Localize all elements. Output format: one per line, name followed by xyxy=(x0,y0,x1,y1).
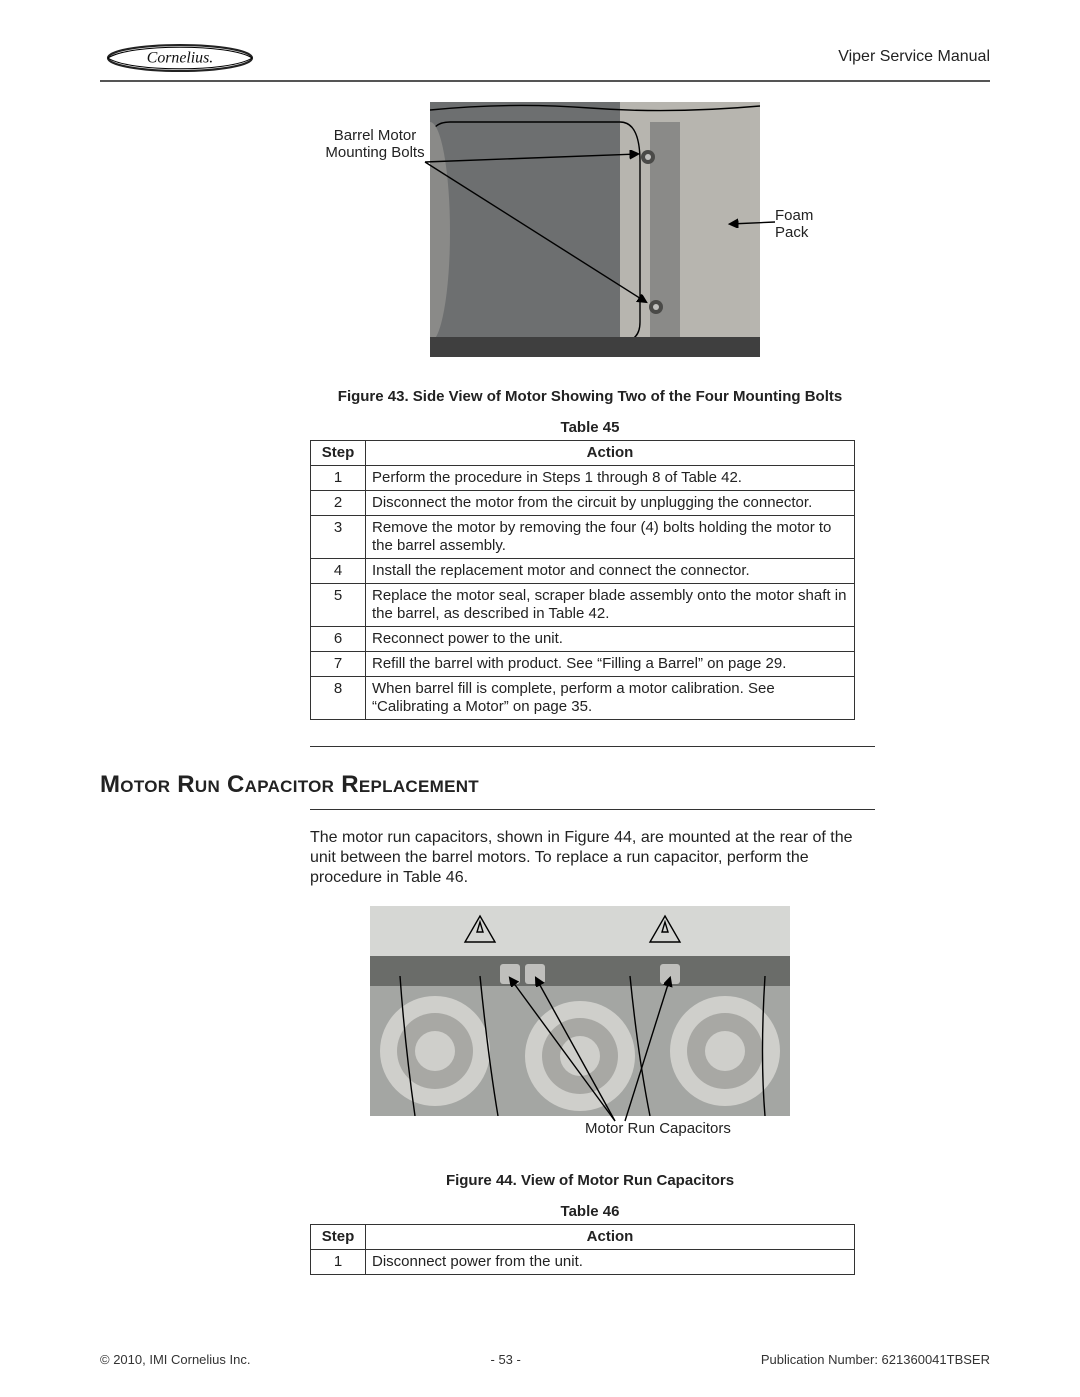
fig43-caption: Figure 43. Side View of Motor Showing Tw… xyxy=(310,388,870,405)
section-heading: Motor Run Capacitor Replacement xyxy=(100,771,990,799)
t45-step: 5 xyxy=(311,584,366,627)
table-row: 1Disconnect power from the unit. xyxy=(311,1250,855,1275)
fig44-caption: Figure 44. View of Motor Run Capacitors xyxy=(310,1172,870,1189)
footer-right: Publication Number: 621360041TBSER xyxy=(761,1352,990,1367)
fig44-label-bottom: Motor Run Capacitors xyxy=(585,1121,731,1138)
fig43-label-right-text: Foam Pack xyxy=(775,207,813,241)
t45-step: 8 xyxy=(311,677,366,720)
footer-left: © 2010, IMI Cornelius Inc. xyxy=(100,1352,250,1367)
t45-action: Install the replacement motor and connec… xyxy=(366,559,855,584)
table-row: 1Perform the procedure in Steps 1 throug… xyxy=(311,466,855,491)
t46-action: Disconnect power from the unit. xyxy=(366,1250,855,1275)
table-45: Step Action 1Perform the procedure in St… xyxy=(310,440,855,720)
table-row: 3Remove the motor by removing the four (… xyxy=(311,516,855,559)
t45-step: 3 xyxy=(311,516,366,559)
t45-action: Reconnect power to the unit. xyxy=(366,627,855,652)
page-footer: © 2010, IMI Cornelius Inc. - 53 - Public… xyxy=(100,1352,990,1367)
table-45-col-step: Step xyxy=(311,441,366,466)
fig44-label-text: Motor Run Capacitors xyxy=(585,1120,731,1137)
t45-step: 6 xyxy=(311,627,366,652)
table-45-col-action: Action xyxy=(366,441,855,466)
section-rule-bottom xyxy=(310,809,875,810)
figure-44-photo xyxy=(370,906,790,1116)
fig43-label-right: Foam Pack xyxy=(775,207,835,242)
t46-step: 1 xyxy=(311,1250,366,1275)
table-45-header-row: Step Action xyxy=(311,441,855,466)
figure-43: Barrel Motor Mounting Bolts Foam Pack xyxy=(330,102,990,405)
table-46-col-step: Step xyxy=(311,1225,366,1250)
doc-title: Viper Service Manual xyxy=(838,48,990,66)
figure-44: Motor Run Capacitors Figure 44. View of … xyxy=(330,906,990,1189)
t45-action: Perform the procedure in Steps 1 through… xyxy=(366,466,855,491)
page-header: Cornelius. Viper Service Manual xyxy=(100,40,990,76)
section-body: The motor run capacitors, shown in Figur… xyxy=(310,828,870,888)
table-row: 6Reconnect power to the unit. xyxy=(311,627,855,652)
footer-center: - 53 - xyxy=(491,1352,521,1367)
t45-action: Refill the barrel with product. See “Fil… xyxy=(366,652,855,677)
cornelius-logo: Cornelius. xyxy=(100,40,260,76)
t45-step: 1 xyxy=(311,466,366,491)
t45-action: Remove the motor by removing the four (4… xyxy=(366,516,855,559)
t45-action: Disconnect the motor from the circuit by… xyxy=(366,491,855,516)
section-rule-top xyxy=(310,746,875,747)
t45-step: 7 xyxy=(311,652,366,677)
table-row: 5Replace the motor seal, scraper blade a… xyxy=(311,584,855,627)
t45-step: 2 xyxy=(311,491,366,516)
table-row: 8When barrel fill is complete, perform a… xyxy=(311,677,855,720)
table-46: Step Action 1Disconnect power from the u… xyxy=(310,1224,855,1275)
table-46-header-row: Step Action xyxy=(311,1225,855,1250)
t45-action: When barrel fill is complete, perform a … xyxy=(366,677,855,720)
table-row: 7Refill the barrel with product. See “Fi… xyxy=(311,652,855,677)
table-46-col-action: Action xyxy=(366,1225,855,1250)
fig43-label-left-text: Barrel Motor Mounting Bolts xyxy=(325,127,424,161)
t45-action: Replace the motor seal, scraper blade as… xyxy=(366,584,855,627)
table-row: 2Disconnect the motor from the circuit b… xyxy=(311,491,855,516)
figure-43-photo xyxy=(430,102,760,357)
t45-step: 4 xyxy=(311,559,366,584)
fig43-label-left: Barrel Motor Mounting Bolts xyxy=(320,127,430,162)
table45-title: Table 45 xyxy=(310,419,870,436)
table-row: 4Install the replacement motor and conne… xyxy=(311,559,855,584)
header-rule xyxy=(100,80,990,82)
svg-text:Cornelius.: Cornelius. xyxy=(147,49,213,66)
table46-title: Table 46 xyxy=(310,1203,870,1220)
